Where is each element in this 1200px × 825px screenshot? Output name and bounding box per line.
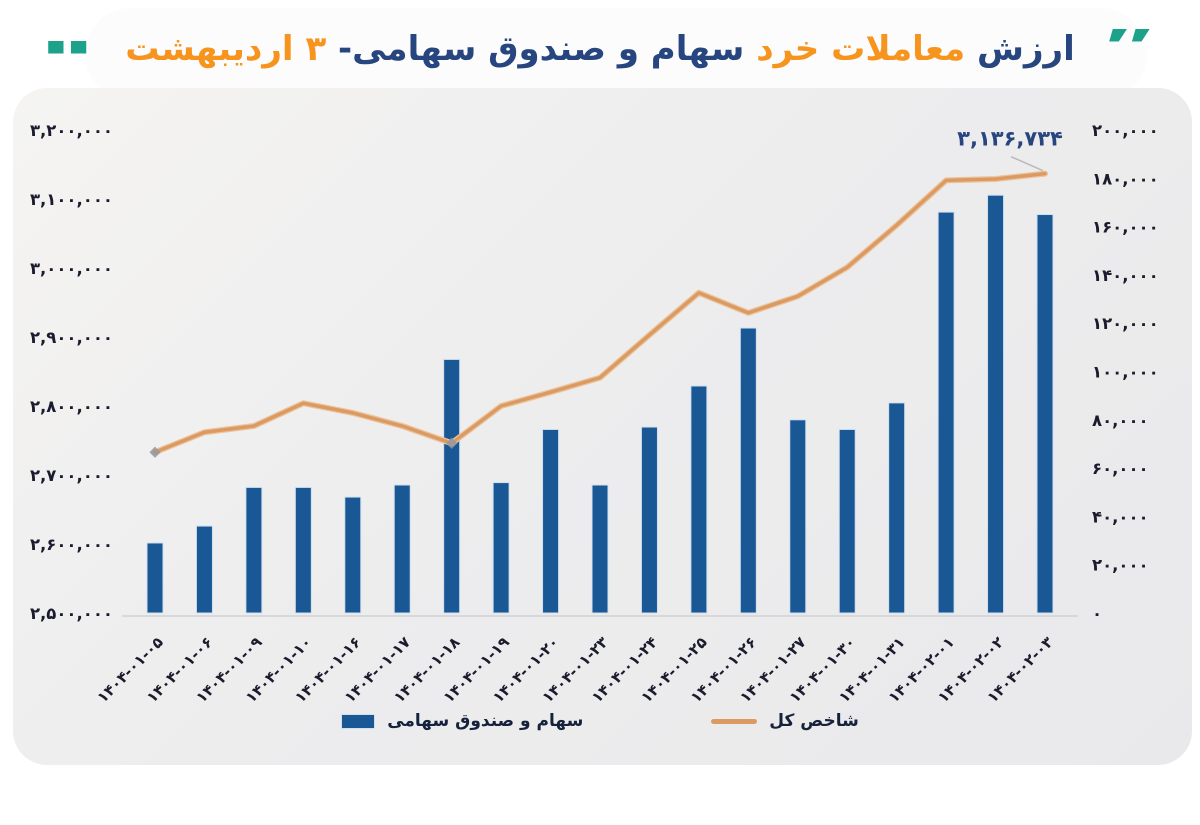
title-part-date: ۳ اردیبهشت: [125, 29, 327, 69]
line-swatch-icon: [711, 718, 758, 724]
legend-bar-label: سهام و صندوق سهامی: [387, 711, 584, 731]
bar-swatch-icon: [341, 713, 376, 729]
legend-line-label: شاخص کل: [769, 711, 859, 731]
title-part-moamelat: معاملات خرد: [744, 29, 978, 69]
page-title: ارزش معاملات خرد سهام و صندوق سهامی- ۳ ا…: [125, 29, 1075, 77]
close-quote-icon: ”: [1101, 29, 1161, 81]
chart-card: [13, 88, 1192, 765]
title-pill: [85, 8, 1147, 100]
chart-header: “ ارزش معاملات خرد سهام و صندوق سهامی- ۳…: [0, 18, 1200, 93]
chart-legend: شاخص کل سهام و صندوق سهامی: [0, 703, 1200, 739]
legend-item-index-line: شاخص کل: [711, 711, 859, 731]
open-quote-icon: “: [39, 41, 99, 93]
title-part-saham: سهام و صندوق سهامی-: [326, 29, 745, 69]
title-part-arzesh: ارزش: [977, 29, 1075, 69]
legend-item-stocks-bar: سهام و صندوق سهامی: [341, 711, 583, 731]
